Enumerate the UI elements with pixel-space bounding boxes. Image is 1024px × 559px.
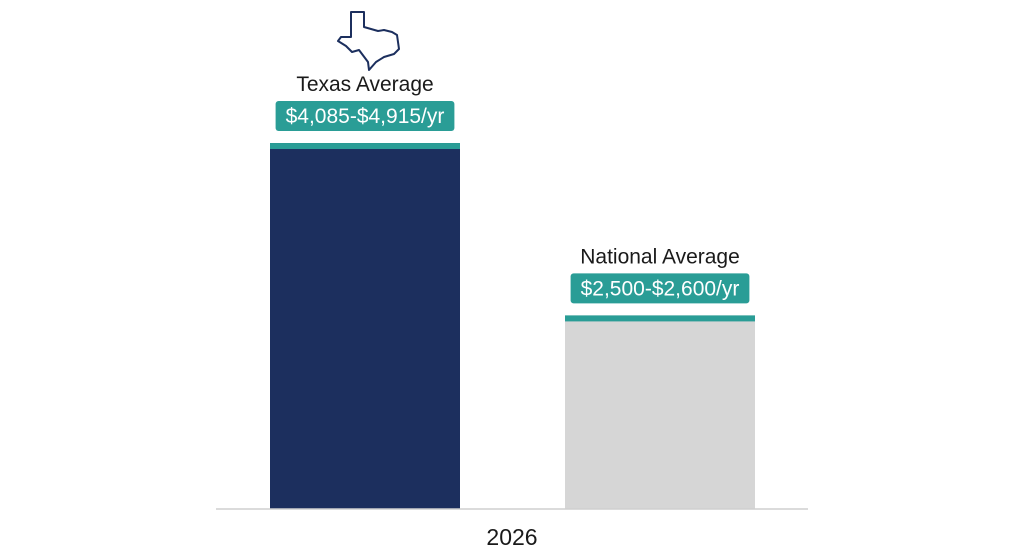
x-category-label: 2026 xyxy=(486,524,537,550)
bars-layer: $4,085-$4,915/yr Texas Average $2,500-$2,6… xyxy=(270,73,755,509)
bar-category-label-1: National Average xyxy=(580,245,740,268)
bar-range-label-0: $4,085-$4,915/yr xyxy=(286,105,445,128)
bar-range-badge-0 xyxy=(275,101,455,132)
bar-category-label-0: Texas Average xyxy=(296,73,433,96)
bar-cap-0 xyxy=(270,143,460,150)
bar-1 xyxy=(565,315,755,509)
bar-range-label-1: $2,500-$2,600/yr xyxy=(581,277,740,300)
texas-outline-icon xyxy=(337,11,400,71)
bar-0 xyxy=(270,143,460,509)
bar-range-badge-1 xyxy=(570,273,750,304)
bar-cap-1 xyxy=(565,315,755,322)
